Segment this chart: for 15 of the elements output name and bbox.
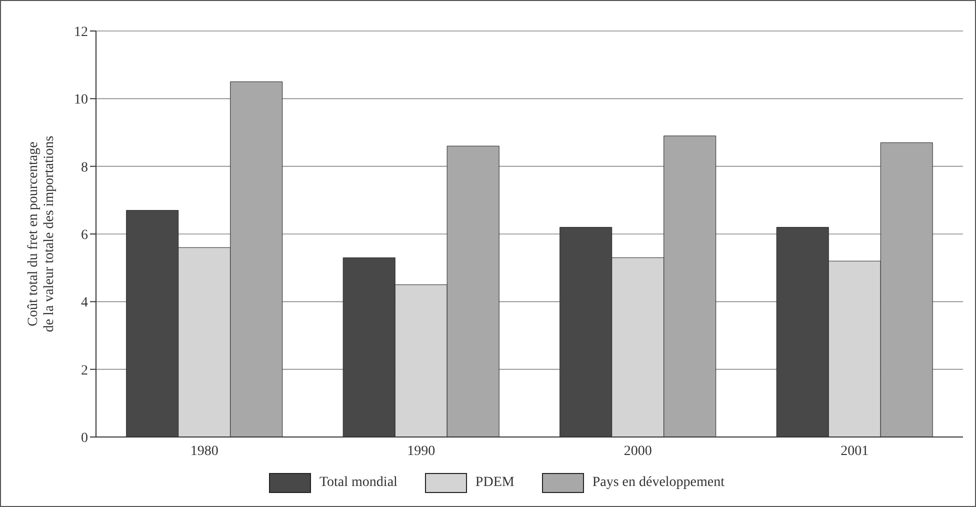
y-tick-label: 0 — [81, 430, 88, 446]
legend-label: Pays en développement — [592, 475, 725, 491]
legend-label: PDEM — [475, 475, 514, 491]
x-tick-label: 1980 — [190, 444, 218, 459]
y-tick-label: 8 — [81, 160, 88, 176]
x-tick-label: 2001 — [840, 444, 869, 459]
y-tick-label: 12 — [74, 24, 88, 40]
x-tick-label: 2000 — [624, 444, 652, 459]
x-tick-label: 1990 — [407, 444, 436, 459]
y-tick-label: 4 — [81, 296, 88, 311]
y-axis-title: Coût total du fret en pourcentage de la valeur totale des importations — [26, 136, 57, 332]
y-tick-label: 6 — [81, 228, 88, 243]
y-tick-label: 2 — [81, 363, 88, 378]
legend-label: Total mondial — [319, 475, 398, 491]
y-tick-label: 10 — [74, 92, 88, 108]
